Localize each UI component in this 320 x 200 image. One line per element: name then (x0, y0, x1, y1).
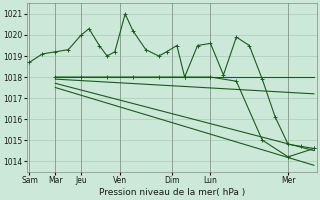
X-axis label: Pression niveau de la mer( hPa ): Pression niveau de la mer( hPa ) (99, 188, 245, 197)
